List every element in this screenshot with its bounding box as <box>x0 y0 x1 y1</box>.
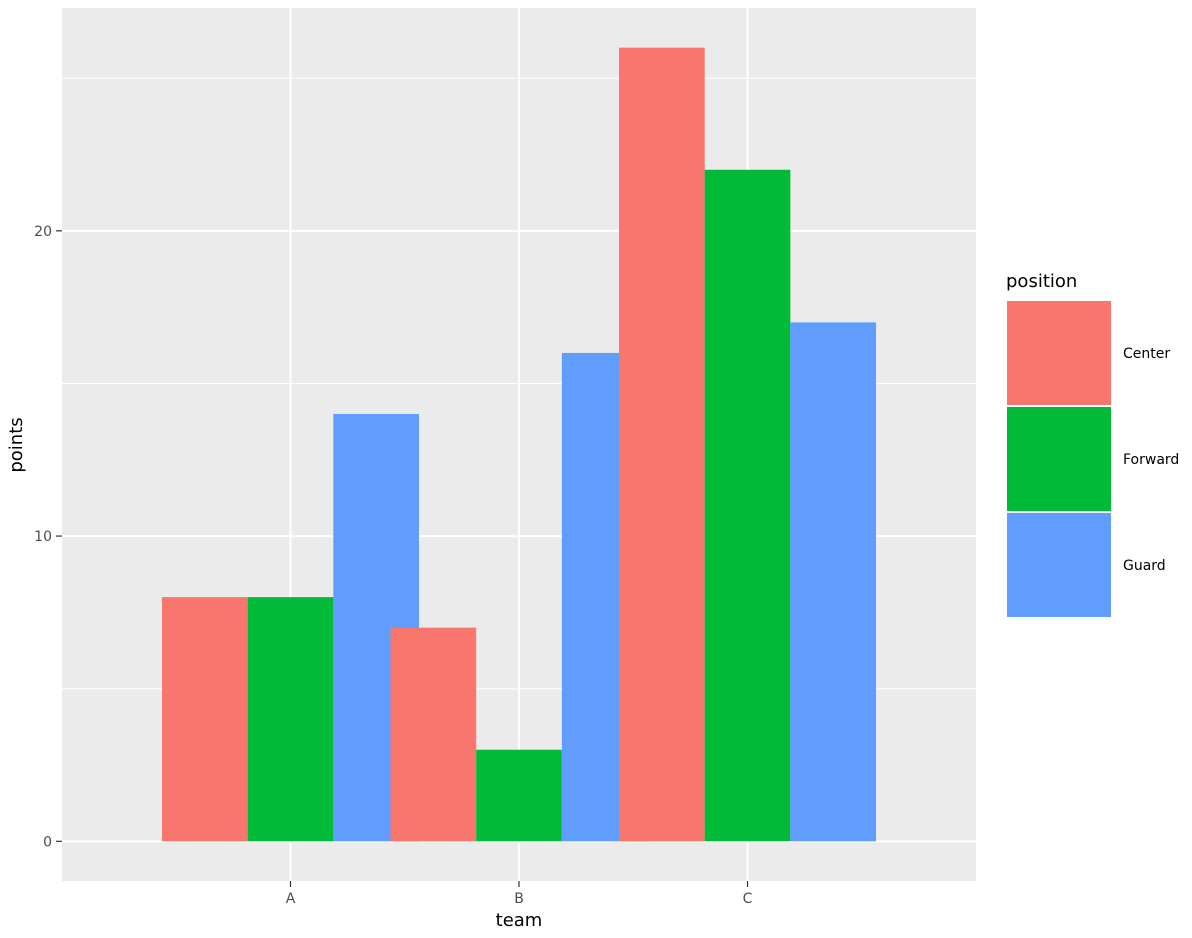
bar <box>790 322 876 842</box>
legend-key <box>1007 513 1111 617</box>
legend-label: Center <box>1123 346 1170 362</box>
legend-label: Forward <box>1123 452 1179 468</box>
x-tick-label: B <box>514 891 524 907</box>
x-tick-label: C <box>743 891 753 907</box>
bars <box>162 47 876 842</box>
bar <box>619 47 705 842</box>
y-tick-label: 20 <box>34 224 52 240</box>
y-tick-label: 10 <box>34 529 52 545</box>
legend: position Center Forward Guard <box>1006 271 1179 617</box>
legend-key <box>1007 301 1111 405</box>
y-axis-title: points <box>6 417 27 472</box>
y-tick-label: 0 <box>43 834 52 850</box>
x-tick-label: A <box>286 891 296 907</box>
bar <box>247 597 334 842</box>
legend-label: Guard <box>1123 558 1166 574</box>
bar <box>476 749 562 842</box>
bar <box>704 169 791 842</box>
x-axis-title: team <box>496 910 543 931</box>
bar <box>390 627 477 842</box>
legend-key <box>1007 407 1111 511</box>
y-axis: 0 10 20 <box>34 224 62 850</box>
bar <box>162 597 248 842</box>
x-axis: A B C <box>286 881 753 907</box>
legend-title: position <box>1006 271 1077 292</box>
